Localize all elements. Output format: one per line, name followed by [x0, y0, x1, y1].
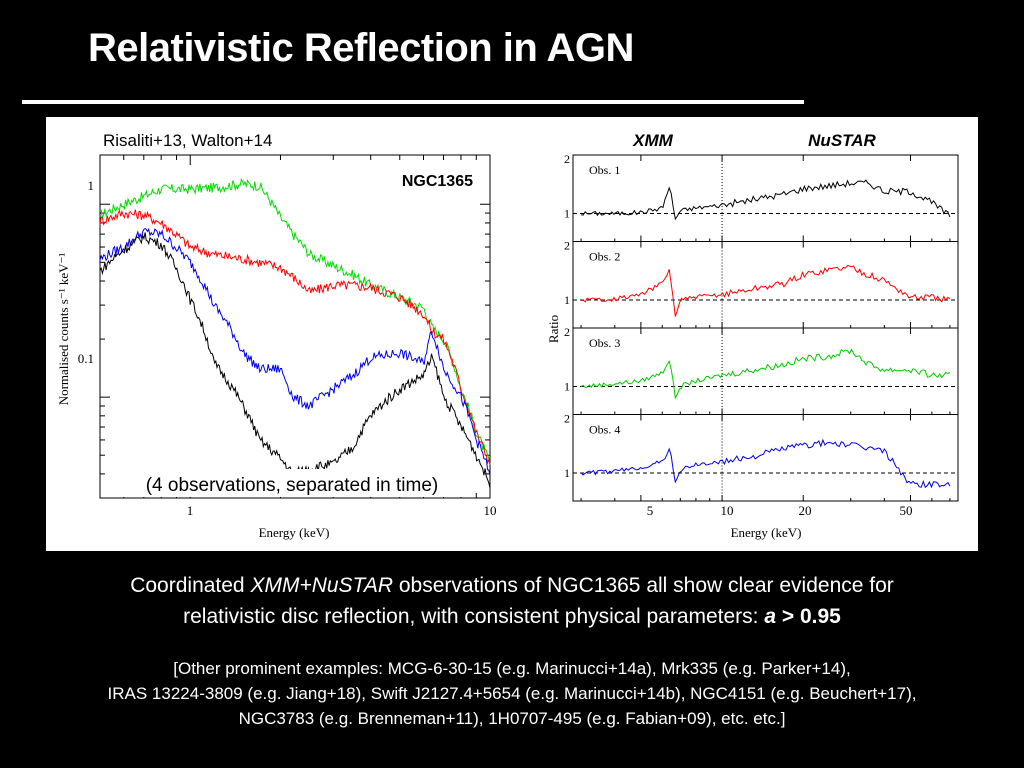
ratio-series-line — [580, 348, 951, 400]
spectrum-series-line — [99, 177, 491, 464]
spectrum-xlabel: Energy (keV) — [259, 525, 330, 540]
ratio-subpanel: Obs. 3 2 1 — [564, 325, 959, 415]
caption-line-1: Coordinated XMM+NuSTAR observations of N… — [0, 570, 1024, 601]
ratio-subpanels: Obs. 1 2 1 Obs. 2 2 1 Obs. 3 2 1 Obs. 4 2 1 — [564, 152, 959, 502]
spectrum-series — [99, 177, 491, 489]
ytick-label-0.1: 0.1 — [78, 351, 94, 366]
spectrum-ylabel: Normalised counts s⁻¹ keV⁻¹ — [56, 253, 71, 406]
source-name-label: NGC1365 — [402, 173, 473, 190]
ytick-label-1: 1 — [564, 293, 570, 307]
spectrum-series-line — [99, 227, 491, 476]
note-background — [112, 469, 470, 497]
spectrum-plot-frame — [99, 154, 491, 499]
obs-label: Obs. 1 — [589, 163, 620, 177]
spectrum-series-line — [99, 209, 491, 466]
ratio-series-line — [580, 264, 951, 317]
xmm-header: XMM — [632, 131, 674, 150]
ratio-subpanel-frame — [572, 154, 959, 242]
reference-line-1: [Other prominent examples: MCG-6-30-15 (… — [173, 659, 851, 678]
xtick-label-10: 10 — [484, 503, 497, 518]
nustar-header: NuSTAR — [808, 131, 876, 150]
figure-panel: Risaliti+13, Walton+14 NGC1365 1 0.1 1 1… — [46, 117, 978, 551]
spectrum-panel: Risaliti+13, Walton+14 NGC1365 1 0.1 1 1… — [56, 131, 497, 540]
ytick-label-1: 1 — [564, 466, 570, 480]
ratio-xlabel: Energy (keV) — [731, 525, 802, 540]
xtick-label-20: 20 — [799, 503, 812, 518]
observations-note: (4 observations, separated in time) — [146, 475, 439, 496]
spin-value: > 0.95 — [776, 605, 841, 628]
obs-label: Obs. 2 — [589, 250, 620, 264]
reference-line-3: NGC3783 (e.g. Brenneman+11), 1H0707-495 … — [238, 709, 786, 728]
ratio-series-line — [580, 438, 951, 489]
caption-text: Coordinated — [130, 574, 251, 597]
xtick-label-50: 50 — [900, 503, 913, 518]
ytick-label-2: 2 — [564, 412, 570, 426]
ytick-label-1: 1 — [564, 207, 570, 221]
slide-title: Relativistic Reflection in AGN — [88, 26, 634, 70]
ratio-ylabel: Ratio — [546, 315, 561, 343]
title-divider — [22, 100, 804, 104]
references-block: [Other prominent examples: MCG-6-30-15 (… — [0, 656, 1024, 731]
spectrum-ticks — [100, 155, 491, 498]
obs-label: Obs. 3 — [589, 336, 620, 350]
ratio-subpanel-frame — [572, 241, 959, 329]
spectrum-series-line — [99, 232, 491, 489]
ratio-series-line — [581, 179, 951, 221]
ratio-subpanel: Obs. 1 2 1 — [564, 152, 959, 242]
obs-label: Obs. 4 — [589, 423, 620, 437]
ytick-label-2: 2 — [564, 239, 570, 253]
slide-caption: Coordinated XMM+NuSTAR observations of N… — [0, 570, 1024, 632]
ytick-label-1: 1 — [88, 178, 95, 193]
caption-text: relativistic disc reflection, with consi… — [183, 605, 765, 628]
ytick-label-2: 2 — [564, 325, 570, 339]
figure-svg: Risaliti+13, Walton+14 NGC1365 1 0.1 1 1… — [56, 131, 959, 540]
reference-line-2: IRAS 13224-3809 (e.g. Jiang+18), Swift J… — [107, 684, 917, 703]
ytick-label-1: 1 — [564, 380, 570, 394]
reference-label: Risaliti+13, Walton+14 — [103, 131, 272, 150]
ytick-label-2: 2 — [564, 152, 570, 166]
ratio-subpanel: Obs. 2 2 1 — [564, 239, 959, 329]
ratio-subpanel: Obs. 4 2 1 — [564, 412, 959, 502]
caption-text: observations of NGC1365 all show clear e… — [393, 574, 894, 597]
xtick-label-1: 1 — [187, 503, 194, 518]
spin-symbol: a — [764, 605, 777, 628]
xtick-label-5: 5 — [647, 503, 654, 518]
caption-line-2: relativistic disc reflection, with consi… — [0, 601, 1024, 632]
caption-missions: XMM+NuSTAR — [250, 574, 394, 597]
ratio-subpanel-frame — [572, 414, 959, 502]
xtick-label-10: 10 — [721, 503, 734, 518]
